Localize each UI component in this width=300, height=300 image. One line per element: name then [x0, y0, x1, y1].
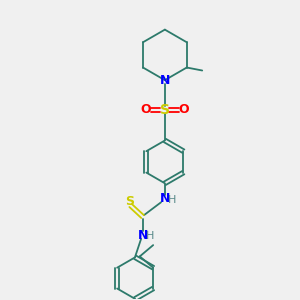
Text: N: N: [160, 74, 170, 87]
Text: H: H: [146, 232, 154, 242]
Text: O: O: [179, 103, 190, 116]
Text: N: N: [160, 192, 170, 205]
Text: H: H: [168, 195, 176, 205]
Text: S: S: [125, 195, 134, 208]
Text: N: N: [137, 229, 148, 242]
Text: O: O: [140, 103, 151, 116]
Text: S: S: [160, 103, 170, 117]
